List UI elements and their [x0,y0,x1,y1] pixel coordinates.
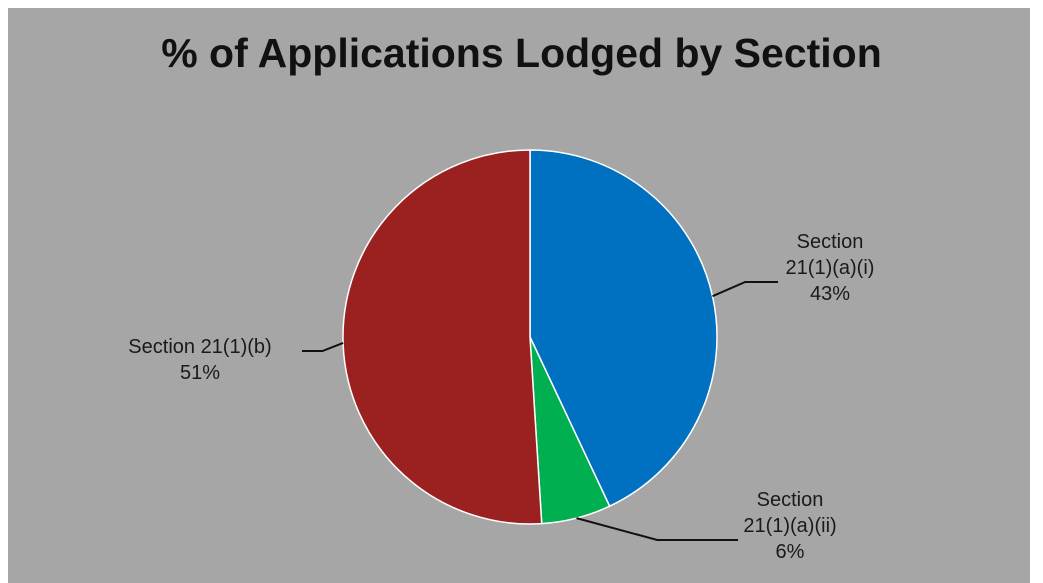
slice-label-line: 21(1)(a)(ii) [743,515,837,537]
leader-line-0 [712,281,778,298]
pie-slice-2 [342,149,543,525]
slice-label-section-21-1-b: Section 21(1)(b) 51% [100,334,300,386]
slice-label-line: Section [756,489,824,511]
slice-value-label: 43% [809,283,851,305]
leader-line-1 [576,517,738,541]
slice-value-label: 6% [775,541,805,563]
slice-label-line: Section 21(1)(b) [128,336,272,358]
slice-label-section-21-1-a-i: Section 21(1)(a)(i) 43% [730,229,930,307]
chart-title: % of Applications Lodged by Section [161,30,882,76]
leader-line-2 [302,341,344,352]
slice-label-line: Section [796,231,864,253]
slice-label-line: 21(1)(a)(i) [785,257,875,279]
slice-value-label: 51% [179,362,221,384]
slice-label-section-21-1-a-ii: Section 21(1)(a)(ii) 6% [690,487,890,565]
pie-slice-0 [529,149,718,508]
